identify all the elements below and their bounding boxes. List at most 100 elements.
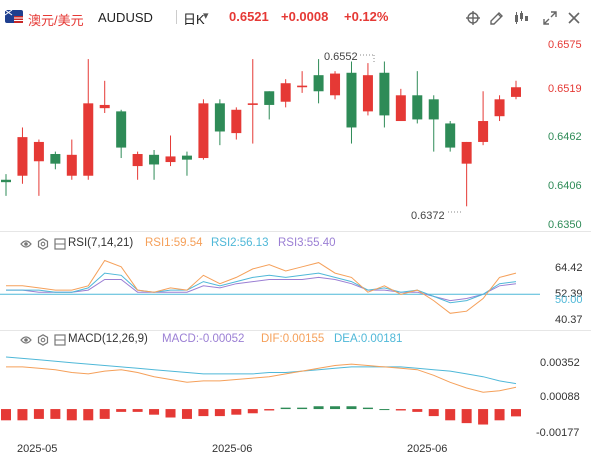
pane-divider: [0, 330, 591, 331]
candle-body: [428, 99, 439, 120]
rsi1-value: RSI1:59.54: [145, 237, 203, 249]
low-annotation: 0.6372: [411, 210, 445, 222]
candlestick-toggle-icon[interactable]: [513, 10, 529, 26]
eye-icon[interactable]: [20, 334, 32, 346]
candle-body: [181, 155, 192, 160]
candle-body: [214, 103, 225, 132]
rsi3-value: RSI3:55.40: [278, 237, 336, 249]
gear-icon[interactable]: [37, 238, 49, 250]
candle-body: [165, 156, 176, 163]
macd-bar: [231, 409, 242, 415]
candle-body: [247, 103, 258, 105]
last-price: 0.6521: [229, 9, 269, 24]
triangle-down-icon[interactable]: ▾: [203, 10, 209, 22]
macd-bar: [330, 406, 341, 410]
price-tick: 0.6350: [548, 219, 582, 231]
price-change: +0.0008: [281, 9, 329, 24]
candle-body: [511, 87, 521, 97]
rsi-pane: [0, 259, 540, 314]
candle-body: [116, 111, 127, 148]
macd-tick: -0.00177: [536, 427, 579, 439]
macd-bar: [511, 409, 521, 417]
macd-bar: [461, 409, 472, 424]
macd-bar: [280, 407, 291, 410]
macd-bar: [149, 409, 160, 415]
candle-body: [478, 121, 489, 142]
dea-value: DEA:0.00181: [334, 333, 403, 345]
candle-body: [231, 109, 242, 134]
macd-bar: [247, 409, 258, 414]
candle-body: [17, 137, 28, 176]
expand-panel-icon[interactable]: [54, 238, 66, 250]
pencil-ruler-icon[interactable]: [489, 10, 505, 26]
macd-bar: [264, 409, 275, 411]
price-pane: [1, 59, 521, 207]
candle-body: [50, 154, 61, 164]
rsi-label: RSI(7,14,21): [68, 237, 134, 249]
macd-bar: [66, 409, 77, 421]
gear-icon[interactable]: [37, 334, 49, 346]
price-tick: 0.6519: [548, 83, 582, 95]
macd-bar: [33, 409, 44, 419]
dea-line: [5, 356, 517, 385]
macd-bar: [83, 409, 94, 421]
candle-body: [297, 85, 308, 88]
price-tick: 0.6462: [548, 131, 582, 143]
candle-body: [198, 103, 209, 159]
candle-body: [461, 141, 472, 164]
period-selector[interactable]: 日K: [183, 12, 205, 27]
macd-label: MACD(12,26,9): [68, 333, 148, 345]
candle-body: [33, 141, 44, 162]
rsi2-line: [6, 272, 517, 304]
candle-body: [66, 154, 77, 176]
dif-value: DIF:0.00155: [261, 333, 325, 345]
macd-bar: [494, 409, 505, 421]
macd-bar: [1, 409, 11, 421]
rsi-tick: 52.39: [555, 288, 583, 300]
price-tick: 0.6406: [548, 180, 582, 192]
macd-bar: [17, 409, 28, 421]
candle-body: [313, 75, 324, 92]
candle-body: [362, 75, 373, 112]
crosshair-icon[interactable]: [465, 10, 481, 26]
macd-value: MACD:-0.00052: [162, 333, 245, 345]
candle-body: [280, 83, 291, 102]
macd-tick: 0.00088: [540, 391, 580, 403]
macd-bar: [181, 409, 192, 419]
macd-bar: [132, 409, 143, 412]
candle-body: [412, 95, 423, 120]
expand-panel-icon[interactable]: [54, 334, 66, 346]
macd-bar: [165, 409, 176, 418]
rsi3-line: [6, 276, 517, 302]
price-change-pct: +0.12%: [344, 9, 389, 24]
rsi-tick-ref: 50.00: [555, 294, 583, 306]
rsi2-value: RSI2:56.13: [211, 237, 269, 249]
candle-body: [346, 72, 357, 128]
dif-line: [6, 363, 517, 393]
macd-bar: [198, 409, 209, 417]
candle-body: [330, 73, 341, 96]
macd-pane: [1, 356, 521, 425]
macd-bar: [99, 409, 110, 419]
macd-bar: [346, 406, 357, 410]
close-icon[interactable]: [566, 10, 582, 26]
candle-body: [1, 179, 11, 183]
candle-body: [264, 91, 275, 105]
candle-body: [494, 99, 505, 117]
date-tick: 2025-06: [212, 443, 252, 455]
date-tick: 2025-06: [407, 443, 447, 455]
candle-body: [99, 104, 110, 109]
pair-code[interactable]: AUDUSD: [98, 10, 153, 25]
rsi1-line: [6, 259, 517, 314]
eye-icon[interactable]: [20, 238, 32, 250]
macd-bar: [428, 409, 439, 417]
australia-us-flag-icon: [5, 10, 23, 23]
pair-name-cn[interactable]: 澳元/美元: [28, 13, 84, 28]
candle-body: [149, 154, 160, 165]
expand-icon[interactable]: [542, 10, 558, 26]
macd-bar: [395, 409, 406, 411]
candle-body: [83, 103, 94, 176]
candle-body: [379, 72, 390, 116]
macd-bar: [412, 409, 423, 412]
macd-bar: [313, 406, 324, 410]
